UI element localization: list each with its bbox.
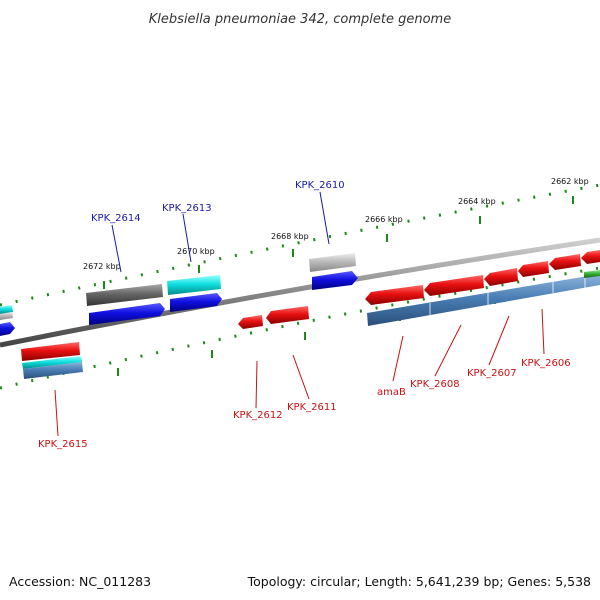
gene-feature-kpk-2610[interactable] [312,271,358,290]
gene-feature-kpk-2606[interactable] [518,261,549,277]
gene-label-kpk-2614[interactable]: KPK_2614 [91,213,141,224]
gene-feature-kpk-2614[interactable] [89,303,165,325]
gene-feature-grey-2610[interactable] [309,253,356,272]
scale-label-2664: 2664 kbp [458,197,496,206]
gene-feature-kpk-2607[interactable] [484,268,518,286]
gene-label-kpk-2612[interactable]: KPK_2612 [233,410,283,421]
gene-feature-red-partial[interactable] [581,250,600,264]
accession-text: Accession: NC_011283 [9,574,151,589]
leader-kpk-2607 [488,315,510,366]
gene-feature-kpk-2608[interactable] [424,275,484,296]
scale-label-2662: 2662 kbp [551,177,589,186]
gene-feature-blue[interactable] [0,322,15,336]
gene-label-kpk-2608[interactable]: KPK_2608 [410,379,460,390]
leader-kpk-2606 [541,308,545,355]
gene-feature-steel-track[interactable] [367,274,600,326]
left-edge-features[interactable] [0,305,15,336]
gene-feature-cyan-2613[interactable] [167,275,221,295]
gene-label-kpk-2610[interactable]: KPK_2610 [295,180,345,191]
scale-label-2670: 2670 kbp [177,247,215,256]
gene-label-amaB[interactable]: amaB [377,387,406,398]
gene-label-kpk-2613[interactable]: KPK_2613 [162,203,212,214]
leader-kpk-2613 [182,213,192,263]
gene-feature-kpk-2612[interactable] [238,315,263,329]
gene-feature-kpk-2615[interactable] [21,342,80,361]
leader-kpk-2615 [54,389,59,437]
map-title: Klebsiella pneumoniae 342, complete geno… [149,12,451,27]
steel-track-dividers [429,277,586,315]
gene-feature-grey-2614[interactable] [86,284,163,306]
genome-backbone [0,237,600,348]
gene-feature-green[interactable] [584,270,600,278]
leader-kpk-2610 [319,191,330,245]
label-leaders [54,191,545,437]
scale-label-2672: 2672 kbp [83,262,121,271]
topology-text: Topology: circular; Length: 5,641,239 bp… [247,574,591,589]
leader-kpk-2612 [255,360,258,409]
gene-label-kpk-2606[interactable]: KPK_2606 [521,358,571,369]
gene-feature-amaB[interactable] [365,285,424,305]
gene-feature-cyan-2615[interactable] [22,356,82,369]
upper-major-ticks [103,196,574,289]
leader-kpk-2614 [111,224,122,273]
gene-label-kpk-2607[interactable]: KPK_2607 [467,368,517,379]
gene-label-kpk-2615[interactable]: KPK_2615 [38,439,88,450]
leader-amaB [392,335,404,382]
gene-feature-kpk-2613[interactable] [170,293,222,312]
scale-label-2668: 2668 kbp [271,232,309,241]
leader-kpk-2611 [292,354,310,400]
gene-label-kpk-2611[interactable]: KPK_2611 [287,402,337,413]
scale-label-2666: 2666 kbp [365,215,403,224]
gene-feature-cyan[interactable] [0,305,13,314]
leader-kpk-2608 [434,324,462,377]
gene-feature-red[interactable] [549,254,581,270]
gene-feature-grey[interactable] [0,312,13,320]
gene-feature-steel-2615[interactable] [23,362,83,379]
gene-feature-kpk-2611[interactable] [266,306,309,324]
